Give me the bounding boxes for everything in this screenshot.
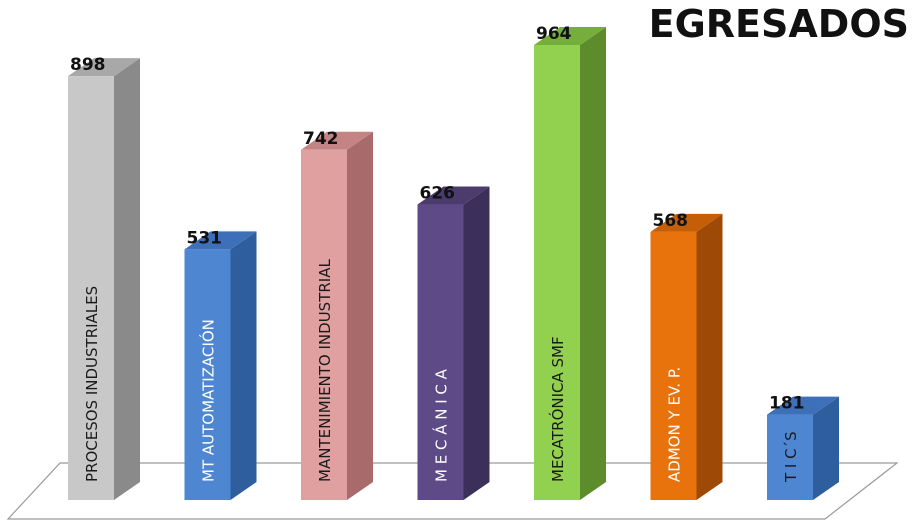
bars-group: 898 PROCESOS INDUSTRIALES 531 MT AUTOMATIZA… <box>68 24 839 501</box>
bar-group: 568 ADMON Y EV. P. <box>650 211 723 501</box>
bar-top <box>184 231 257 250</box>
bar-side <box>696 213 723 501</box>
bar-group: 531 MT AUTOMATIZACIÓN <box>184 228 257 500</box>
bar-top <box>650 213 723 232</box>
bar-value-label: 964 <box>536 24 572 44</box>
bar-value-label: 531 <box>187 228 223 248</box>
category-label: MANTENIMIENTO INDUSTRIAL <box>316 259 334 482</box>
bar-side <box>230 231 257 500</box>
bar-top <box>534 27 606 45</box>
bar <box>184 249 231 500</box>
bar-top <box>301 131 373 150</box>
bar <box>767 414 813 500</box>
bar <box>68 76 114 500</box>
bar <box>417 204 464 500</box>
bar-top <box>767 396 839 415</box>
bar-side <box>347 131 373 500</box>
bar <box>534 45 580 500</box>
bar-group: 181 T I C´S <box>767 394 839 500</box>
bar-value-label: 898 <box>70 55 106 75</box>
bar <box>301 149 347 500</box>
bar-top <box>417 186 490 205</box>
bar-value-label: 568 <box>653 211 689 231</box>
bar-side <box>813 396 839 500</box>
bar-side <box>114 58 140 500</box>
bar <box>650 231 697 501</box>
bar-value-label: 626 <box>420 184 456 204</box>
category-label: T I C´S <box>782 431 800 483</box>
category-label: M E C Á N I C A <box>432 368 451 482</box>
bar-group: 626 M E C Á N I C A <box>417 184 490 500</box>
bar-value-label: 742 <box>303 129 339 149</box>
category-label: ADMON Y EV. P. <box>666 367 684 482</box>
bar-side <box>580 27 606 500</box>
category-label: PROCESOS INDUSTRIALES <box>83 286 101 482</box>
bar-group: 898 PROCESOS INDUSTRIALES <box>68 55 140 500</box>
chart-title: EGRESADOS <box>648 2 909 46</box>
bar-group: 964 MECATRÓNICA SMF <box>534 24 606 500</box>
bar-side <box>463 186 490 500</box>
category-label: MECATRÓNICA SMF <box>548 336 567 482</box>
bar-group: 742 MANTENIMIENTO INDUSTRIAL <box>301 129 373 500</box>
bar-value-label: 181 <box>769 394 805 414</box>
category-label: MT AUTOMATIZACIÓN <box>199 319 218 482</box>
bar-top <box>68 58 140 77</box>
